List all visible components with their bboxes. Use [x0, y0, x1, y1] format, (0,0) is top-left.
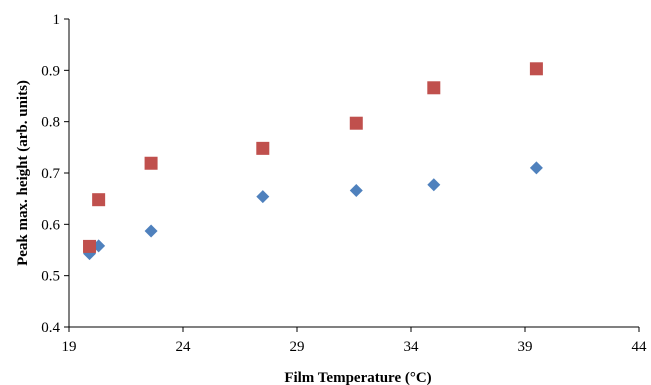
- series-1: [83, 161, 543, 261]
- data-point-square: [83, 239, 97, 253]
- x-tick-label: 44: [632, 339, 648, 355]
- y-tick-label: 0.8: [41, 115, 60, 131]
- y-tick-label: 0.4: [41, 320, 60, 336]
- data-point-square: [349, 116, 363, 130]
- data-point-square: [144, 156, 158, 170]
- y-tick-label: 1: [53, 12, 61, 28]
- x-tick-label: 39: [518, 339, 533, 355]
- data-point-square: [92, 193, 106, 207]
- x-axis-title: Film Temperature (°C): [284, 370, 431, 385]
- x-tick-labels: 19 24 29 34 39 44: [62, 339, 648, 355]
- data-points: [83, 62, 543, 261]
- y-tick-label: 0.7: [41, 166, 60, 182]
- x-tick-label: 24: [176, 339, 192, 355]
- y-axis-title: Peak max. height (arb. units): [15, 80, 31, 266]
- data-point-diamond: [144, 224, 158, 238]
- data-point-square: [529, 62, 543, 76]
- x-tick-label: 34: [404, 339, 420, 355]
- data-point-square: [427, 81, 441, 95]
- axes: [64, 18, 640, 332]
- y-tick-label: 0.9: [41, 63, 60, 79]
- y-tick-label: 0.5: [41, 269, 60, 285]
- y-tick-label: 0.6: [41, 217, 60, 233]
- data-point-diamond: [427, 178, 441, 192]
- x-tick-label: 29: [290, 339, 305, 355]
- data-point-square: [256, 141, 270, 155]
- x-tick-label: 19: [62, 339, 77, 355]
- series-2: [83, 62, 543, 253]
- y-tick-labels: 0.4 0.5 0.6 0.7 0.8 0.9 1: [41, 12, 60, 336]
- data-point-diamond: [529, 161, 543, 175]
- data-point-diamond: [256, 190, 270, 204]
- data-point-diamond: [349, 183, 363, 197]
